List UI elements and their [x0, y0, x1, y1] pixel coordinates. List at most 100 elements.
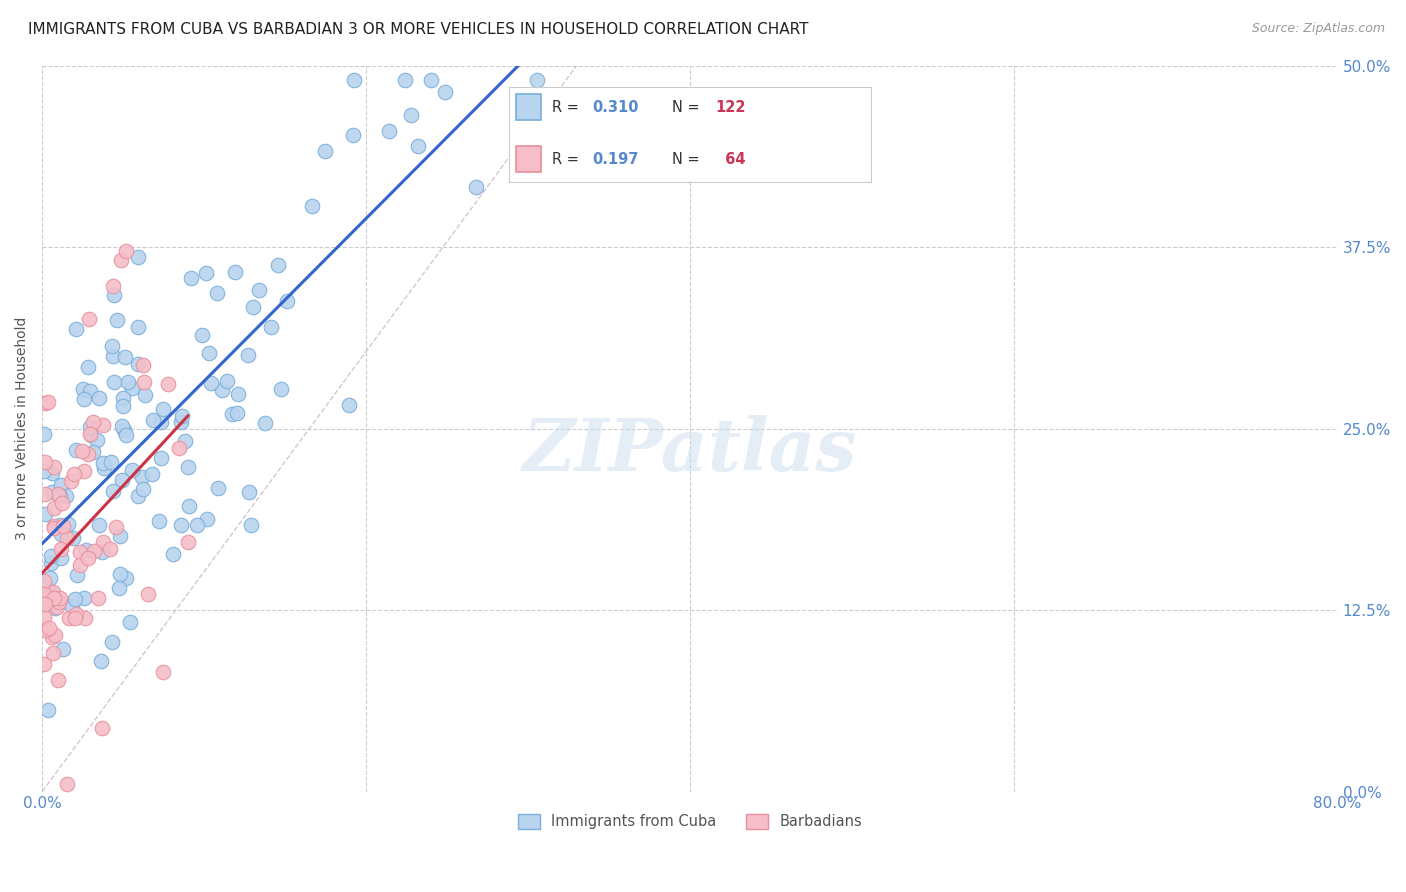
Point	[314, 144, 336, 158]
Point	[200, 376, 222, 390]
Point	[44, 500, 66, 515]
Point	[132, 358, 155, 372]
Point	[111, 473, 134, 487]
Text: ZIPatlas: ZIPatlas	[523, 415, 858, 486]
Point	[301, 199, 323, 213]
Point	[174, 434, 197, 449]
Point	[91, 535, 114, 549]
Point	[66, 568, 89, 582]
Point	[98, 542, 121, 557]
Point	[63, 467, 86, 481]
Point	[89, 392, 111, 406]
Point	[342, 128, 364, 142]
Point	[270, 382, 292, 396]
Point	[115, 244, 138, 259]
Point	[226, 406, 249, 420]
Point	[118, 615, 141, 630]
Point	[110, 253, 132, 268]
Point	[224, 265, 246, 279]
Point	[177, 535, 200, 549]
Point	[191, 327, 214, 342]
Point	[79, 384, 101, 398]
Point	[41, 549, 63, 563]
Point	[42, 584, 65, 599]
Point	[247, 283, 270, 297]
Point	[49, 489, 72, 503]
Point	[83, 544, 105, 558]
Point	[526, 73, 548, 87]
Point	[91, 544, 114, 558]
Point	[180, 271, 202, 285]
Point	[34, 592, 56, 607]
Point	[197, 346, 219, 360]
Point	[115, 427, 138, 442]
Point	[41, 467, 63, 481]
Point	[238, 485, 260, 500]
Point	[142, 413, 165, 427]
Point	[32, 464, 55, 478]
Point	[378, 124, 401, 138]
Point	[49, 542, 72, 557]
Point	[55, 489, 77, 503]
Point	[148, 514, 170, 528]
Point	[103, 287, 125, 301]
Point	[194, 266, 217, 280]
Point	[105, 520, 128, 534]
Point	[41, 484, 63, 499]
Point	[114, 351, 136, 365]
Point	[127, 357, 149, 371]
Point	[32, 574, 55, 589]
Point	[86, 433, 108, 447]
Point	[34, 597, 56, 611]
Point	[72, 382, 94, 396]
Point	[37, 703, 59, 717]
Point	[105, 312, 128, 326]
Legend: Immigrants from Cuba, Barbadians: Immigrants from Cuba, Barbadians	[512, 808, 868, 835]
Point	[38, 621, 60, 635]
Point	[157, 376, 180, 391]
Point	[38, 583, 60, 598]
Text: Source: ZipAtlas.com: Source: ZipAtlas.com	[1251, 22, 1385, 36]
Point	[42, 518, 65, 533]
Point	[149, 450, 172, 465]
Point	[465, 179, 488, 194]
Point	[240, 518, 263, 533]
Point	[56, 777, 79, 791]
Point	[60, 599, 83, 613]
Point	[55, 531, 77, 545]
Point	[77, 360, 100, 375]
Point	[121, 463, 143, 477]
Point	[111, 419, 134, 434]
Point	[167, 441, 190, 455]
Point	[35, 624, 58, 638]
Point	[131, 470, 153, 484]
Point	[337, 398, 360, 412]
Point	[226, 387, 249, 401]
Point	[242, 301, 264, 315]
Point	[127, 490, 149, 504]
Point	[46, 673, 69, 688]
Point	[91, 417, 114, 432]
Y-axis label: 3 or more Vehicles in Household: 3 or more Vehicles in Household	[15, 317, 30, 541]
Point	[46, 487, 69, 501]
Point	[82, 444, 104, 458]
Point	[49, 527, 72, 541]
Point	[276, 294, 298, 309]
Point	[103, 375, 125, 389]
Point	[42, 646, 65, 660]
Point	[238, 348, 260, 362]
Point	[267, 258, 290, 272]
Point	[52, 642, 75, 657]
Point	[134, 388, 156, 402]
Point	[136, 587, 159, 601]
Point	[127, 250, 149, 264]
Point	[73, 591, 96, 605]
Point	[186, 517, 208, 532]
Point	[42, 459, 65, 474]
Point	[141, 467, 163, 482]
Point	[100, 455, 122, 469]
Point	[108, 529, 131, 543]
Point	[259, 319, 281, 334]
Point	[211, 384, 233, 398]
Point	[79, 420, 101, 434]
